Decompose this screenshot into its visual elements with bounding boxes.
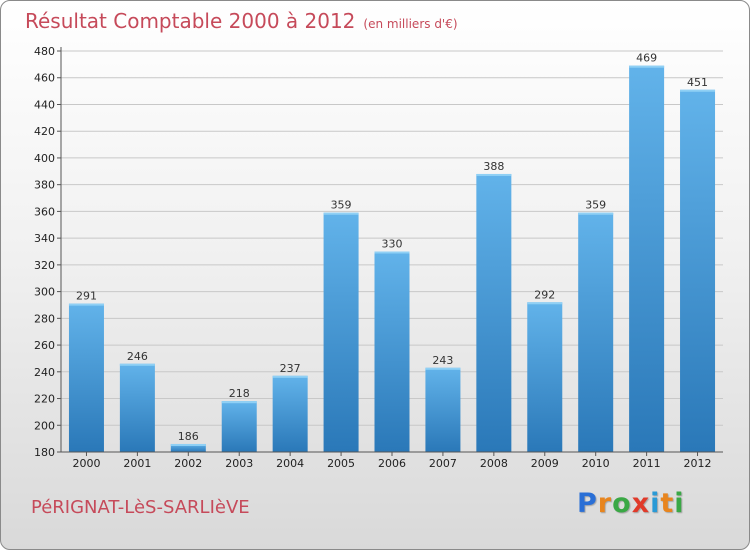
- x-tick-label: 2002: [174, 457, 202, 470]
- y-tick-label: 360: [34, 205, 55, 218]
- value-label: 218: [229, 387, 250, 400]
- value-label: 243: [432, 354, 453, 367]
- logo-letter: P: [577, 488, 598, 519]
- bar-2005[interactable]: [323, 212, 359, 452]
- value-label: 388: [483, 160, 504, 173]
- x-tick-label: 2003: [225, 457, 253, 470]
- y-axis: 180 200 220 240 260 280 300 320 340 360 380 400 420 4…: [34, 45, 62, 459]
- title-subtitle: (en milliers d'€): [363, 17, 458, 31]
- logo-letter: x: [631, 488, 651, 519]
- bar-highlight: [680, 89, 716, 92]
- y-tick-label: 280: [34, 312, 55, 325]
- bar-2009[interactable]: [527, 302, 563, 452]
- x-tick-label: 2006: [378, 457, 406, 470]
- value-label: 292: [534, 288, 555, 301]
- x-tick-label: 2009: [531, 457, 559, 470]
- value-label: 246: [127, 350, 148, 363]
- value-label: 359: [585, 199, 606, 212]
- x-tick-label: 2007: [429, 457, 457, 470]
- x-tick-label: 2010: [582, 457, 610, 470]
- bar-highlight: [119, 363, 155, 366]
- x-tick-label: 2001: [123, 457, 151, 470]
- y-tick-label: 260: [34, 339, 55, 352]
- bar-highlight: [170, 443, 206, 446]
- bars: 291 246 186 218 237 359 330 243 388 292 359 469 451: [68, 52, 716, 453]
- value-label: 186: [178, 430, 199, 443]
- y-tick-label: 440: [34, 98, 55, 111]
- x-tick-label: 2005: [327, 457, 355, 470]
- y-tick-label: 400: [34, 152, 55, 165]
- x-axis: 2000 2001 2002 2003 2004 2005 2006 2007 2008 2009…: [61, 451, 723, 470]
- bar-2000[interactable]: [68, 303, 104, 452]
- y-tick-label: 420: [34, 125, 55, 138]
- y-tick-label: 220: [34, 393, 55, 406]
- value-label: 291: [76, 290, 97, 303]
- bar-2007[interactable]: [425, 367, 461, 452]
- y-tick-label: 180: [34, 446, 55, 459]
- bar-highlight: [476, 173, 512, 176]
- y-tick-label: 380: [34, 179, 55, 192]
- bar-highlight: [425, 367, 461, 370]
- logo-letter: t: [660, 488, 675, 519]
- bar-2001[interactable]: [119, 363, 155, 452]
- title-text: Résultat Comptable 2000 à 2012: [25, 9, 356, 33]
- bar-2006[interactable]: [374, 251, 410, 453]
- y-tick-label: 300: [34, 286, 55, 299]
- logo-letter: i: [674, 488, 685, 519]
- x-tick-label: 2000: [72, 457, 100, 470]
- value-label: 451: [687, 76, 708, 89]
- bar-highlight: [221, 401, 257, 404]
- x-tick-label: 2008: [480, 457, 508, 470]
- y-tick-label: 320: [34, 259, 55, 272]
- logo-letter: r: [597, 488, 613, 519]
- bar-2008[interactable]: [476, 173, 512, 452]
- value-label: 330: [382, 238, 403, 251]
- x-tick-label: 2011: [633, 457, 661, 470]
- bar-2011[interactable]: [629, 65, 665, 452]
- y-tick-label: 200: [34, 419, 55, 432]
- town-name: PéRIGNAT-LèS-SARLIèVE: [31, 497, 250, 518]
- y-tick-label: 240: [34, 366, 55, 379]
- bar-highlight: [527, 302, 563, 305]
- y-tick-label: 460: [34, 72, 55, 85]
- bar-highlight: [272, 375, 308, 378]
- chart-title: Résultat Comptable 2000 à 2012 (en millie…: [25, 9, 458, 33]
- bar-2010[interactable]: [578, 212, 614, 452]
- bar-2004[interactable]: [272, 375, 308, 452]
- x-tick-label: 2012: [684, 457, 712, 470]
- y-tick-label: 480: [34, 45, 55, 58]
- bar-highlight: [578, 212, 614, 215]
- bar-2003[interactable]: [221, 401, 257, 452]
- bar-2002[interactable]: [170, 443, 206, 452]
- bar-highlight: [323, 212, 359, 215]
- value-label: 359: [331, 199, 352, 212]
- x-tick-label: 2004: [276, 457, 304, 470]
- logo-letter: i: [650, 488, 661, 519]
- value-label: 237: [280, 362, 301, 375]
- bar-highlight: [629, 65, 665, 68]
- bar-2012[interactable]: [680, 89, 716, 452]
- y-tick-label: 340: [34, 232, 55, 245]
- proxiti-logo[interactable]: Proxiti: [577, 488, 685, 519]
- value-label: 469: [636, 52, 657, 65]
- bar-highlight: [68, 303, 104, 306]
- logo-letter: o: [612, 488, 632, 519]
- bar-highlight: [374, 251, 410, 254]
